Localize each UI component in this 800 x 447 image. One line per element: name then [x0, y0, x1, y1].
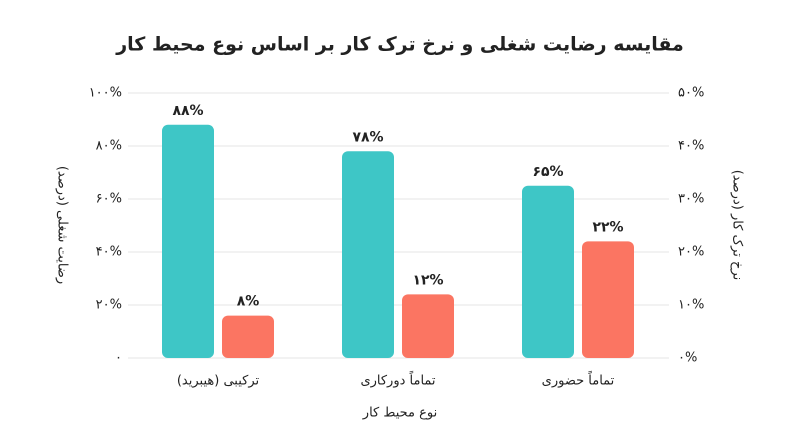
- y2-axis-title: نرخ ترک کار (درصد): [730, 170, 745, 281]
- x-axis-title: نوع محیط کار: [362, 406, 437, 421]
- bar: [222, 315, 274, 358]
- value-label: ۸%: [237, 294, 260, 310]
- value-label: ۲۲%: [592, 219, 623, 235]
- bar: [582, 241, 634, 358]
- bar: [342, 151, 394, 358]
- bar: [522, 185, 574, 358]
- y-tick-label: ۱۰۰%: [89, 86, 122, 101]
- value-label: ۶۵%: [532, 164, 563, 180]
- y-tick-label: ۴۰%: [96, 245, 122, 260]
- value-label: ۸۸%: [172, 103, 203, 119]
- y2-tick-label: ۴۰%: [678, 139, 704, 154]
- y2-tick-label: ۳۰%: [678, 192, 704, 207]
- chart-title: مقایسه رضایت شغلی و نرخ ترک کار بر اساس …: [115, 34, 684, 56]
- value-label: ۱۲%: [412, 272, 443, 288]
- bar: [162, 124, 214, 358]
- y2-tick-label: ۲۰%: [678, 245, 704, 260]
- y2-tick-label: ۰%: [678, 351, 697, 366]
- value-label: ۷۸%: [352, 129, 383, 145]
- y-tick-label: ۸۰%: [96, 139, 122, 154]
- x-tick-label: تماماً دورکاری: [360, 371, 435, 389]
- y-tick-label: ۶۰%: [96, 192, 122, 207]
- bar: [402, 294, 454, 358]
- y-axis-title: رضایت شغلی (درصد): [55, 166, 70, 284]
- x-tick-label: تماماً حضوری: [542, 371, 615, 389]
- x-tick-label: ترکیبی (هیبرید): [177, 374, 260, 389]
- y2-tick-label: ۱۰%: [678, 298, 704, 313]
- y-tick-label: ۰: [115, 351, 122, 366]
- y2-tick-label: ۵۰%: [678, 86, 704, 101]
- y-tick-label: ۲۰%: [96, 298, 122, 313]
